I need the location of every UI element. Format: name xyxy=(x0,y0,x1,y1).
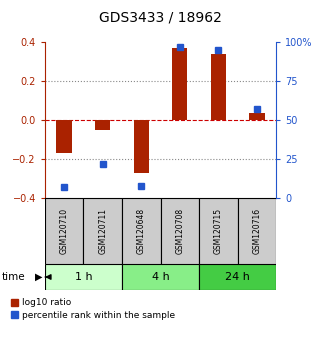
Text: 24 h: 24 h xyxy=(225,272,250,282)
Bar xyxy=(122,264,199,290)
Text: 1 h: 1 h xyxy=(75,272,92,282)
Bar xyxy=(160,198,199,264)
Bar xyxy=(249,113,265,120)
Legend: log10 ratio, percentile rank within the sample: log10 ratio, percentile rank within the … xyxy=(11,298,175,320)
Bar xyxy=(45,264,122,290)
Bar xyxy=(83,198,122,264)
Text: time: time xyxy=(2,272,25,282)
Text: GSM120711: GSM120711 xyxy=(98,208,107,254)
Text: GDS3433 / 18962: GDS3433 / 18962 xyxy=(99,11,222,25)
Bar xyxy=(122,198,160,264)
Bar xyxy=(199,264,276,290)
Bar xyxy=(172,48,187,120)
Bar xyxy=(211,54,226,120)
Text: GSM120648: GSM120648 xyxy=(137,208,146,254)
Bar xyxy=(95,120,110,130)
Text: ▶: ▶ xyxy=(35,272,42,282)
Text: GSM120710: GSM120710 xyxy=(60,208,69,254)
Text: 4 h: 4 h xyxy=(152,272,169,282)
Bar xyxy=(199,198,238,264)
Text: GSM120715: GSM120715 xyxy=(214,208,223,254)
Text: GSM120716: GSM120716 xyxy=(252,208,261,254)
Bar xyxy=(56,120,72,154)
Bar xyxy=(238,198,276,264)
Text: GSM120708: GSM120708 xyxy=(175,208,184,254)
Bar xyxy=(45,198,83,264)
Bar xyxy=(134,120,149,173)
